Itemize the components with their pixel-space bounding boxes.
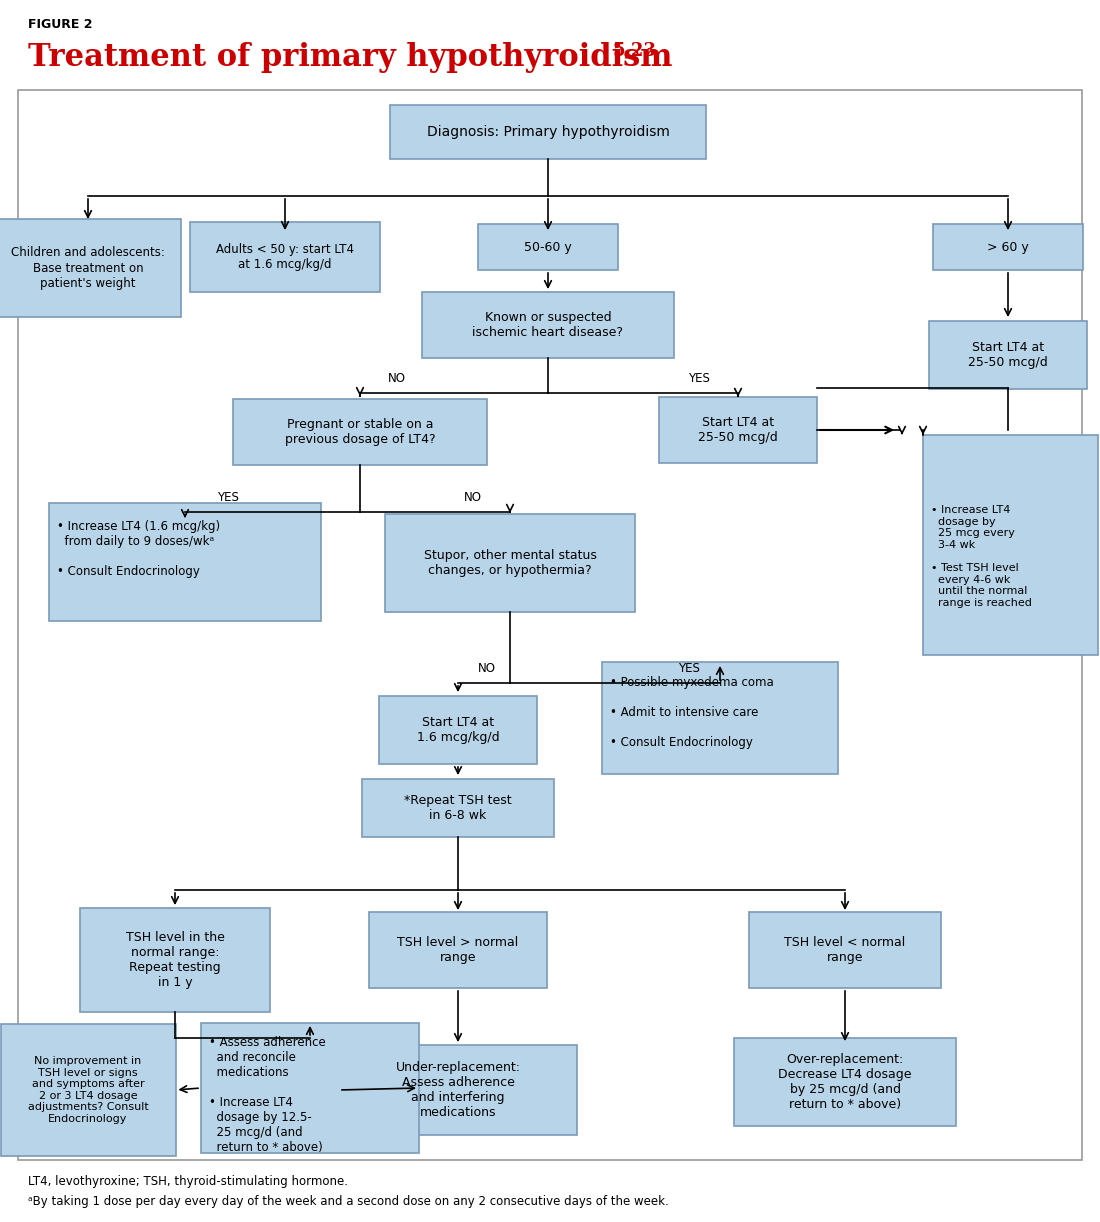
Text: Under-replacement:
Assess adherence
and interfering
medications: Under-replacement: Assess adherence and … <box>396 1061 520 1119</box>
FancyBboxPatch shape <box>80 908 270 1012</box>
FancyBboxPatch shape <box>385 514 635 612</box>
Text: NO: NO <box>478 662 496 675</box>
Text: TSH level in the
normal range:
Repeat testing
in 1 y: TSH level in the normal range: Repeat te… <box>125 931 224 989</box>
FancyBboxPatch shape <box>339 1045 578 1135</box>
Text: Diagnosis: Primary hypothyroidism: Diagnosis: Primary hypothyroidism <box>427 125 670 139</box>
Text: NO: NO <box>464 491 482 503</box>
FancyBboxPatch shape <box>749 912 940 989</box>
FancyBboxPatch shape <box>734 1037 956 1125</box>
Text: • Assess adherence
  and reconcile
  medications

• Increase LT4
  dosage by 12.: • Assess adherence and reconcile medicat… <box>209 1036 326 1154</box>
Text: YES: YES <box>678 662 700 675</box>
Text: YES: YES <box>689 371 710 385</box>
Text: TSH level < normal
range: TSH level < normal range <box>784 936 905 964</box>
Text: Start LT4 at
1.6 mcg/kg/d: Start LT4 at 1.6 mcg/kg/d <box>417 716 499 744</box>
FancyBboxPatch shape <box>368 912 547 989</box>
Text: > 60 y: > 60 y <box>987 241 1028 253</box>
Text: ᵃBy taking 1 dose per day every day of the week and a second dose on any 2 conse: ᵃBy taking 1 dose per day every day of t… <box>28 1195 669 1209</box>
FancyBboxPatch shape <box>201 1023 419 1154</box>
FancyBboxPatch shape <box>190 222 380 292</box>
Text: TSH level > normal
range: TSH level > normal range <box>397 936 518 964</box>
FancyBboxPatch shape <box>362 778 554 837</box>
Text: Start LT4 at
25-50 mcg/d: Start LT4 at 25-50 mcg/d <box>968 341 1048 369</box>
Text: *Repeat TSH test
in 6-8 wk: *Repeat TSH test in 6-8 wk <box>404 794 512 822</box>
Text: Over-replacement:
Decrease LT4 dosage
by 25 mcg/d (and
return to * above): Over-replacement: Decrease LT4 dosage by… <box>779 1053 912 1111</box>
Text: YES: YES <box>217 491 239 503</box>
Text: Pregnant or stable on a
previous dosage of LT4?: Pregnant or stable on a previous dosage … <box>285 418 436 446</box>
FancyBboxPatch shape <box>50 503 321 621</box>
Text: Children and adolescents:
Base treatment on
patient's weight: Children and adolescents: Base treatment… <box>11 247 165 290</box>
Text: Treatment of primary hypothyroidism: Treatment of primary hypothyroidism <box>28 42 672 73</box>
Text: • Increase LT4 (1.6 mcg/kg)
  from daily to 9 doses/wkᵃ

• Consult Endocrinology: • Increase LT4 (1.6 mcg/kg) from daily t… <box>57 521 220 578</box>
FancyBboxPatch shape <box>930 321 1087 389</box>
Text: FIGURE 2: FIGURE 2 <box>28 18 92 31</box>
Text: 50-60 y: 50-60 y <box>524 241 572 253</box>
Text: • Increase LT4
  dosage by
  25 mcg every
  3-4 wk

• Test TSH level
  every 4-6: • Increase LT4 dosage by 25 mcg every 3-… <box>931 505 1032 607</box>
Text: LT4, levothyroxine; TSH, thyroid-stimulating hormone.: LT4, levothyroxine; TSH, thyroid-stimula… <box>28 1176 348 1188</box>
Text: Start LT4 at
25-50 mcg/d: Start LT4 at 25-50 mcg/d <box>698 415 778 444</box>
FancyBboxPatch shape <box>923 435 1098 655</box>
Text: Stupor, other mental status
changes, or hypothermia?: Stupor, other mental status changes, or … <box>424 549 596 577</box>
FancyBboxPatch shape <box>659 397 817 463</box>
FancyBboxPatch shape <box>233 400 487 466</box>
FancyBboxPatch shape <box>933 224 1084 270</box>
FancyBboxPatch shape <box>422 292 674 358</box>
FancyBboxPatch shape <box>0 1024 176 1156</box>
Text: • Possible myxedema coma

• Admit to intensive care

• Consult Endocrinology: • Possible myxedema coma • Admit to inte… <box>610 676 773 749</box>
FancyBboxPatch shape <box>0 219 180 316</box>
Text: Known or suspected
ischemic heart disease?: Known or suspected ischemic heart diseas… <box>473 312 624 338</box>
Text: No improvement in
TSH level or signs
and symptoms after
2 or 3 LT4 dosage
adjust: No improvement in TSH level or signs and… <box>28 1056 148 1124</box>
FancyBboxPatch shape <box>602 662 838 774</box>
Text: 5,23: 5,23 <box>612 42 656 60</box>
Text: Adults < 50 y: start LT4
at 1.6 mcg/kg/d: Adults < 50 y: start LT4 at 1.6 mcg/kg/d <box>216 243 354 271</box>
FancyBboxPatch shape <box>390 105 706 159</box>
FancyBboxPatch shape <box>18 90 1082 1160</box>
FancyBboxPatch shape <box>478 224 618 270</box>
FancyBboxPatch shape <box>379 697 537 764</box>
Text: NO: NO <box>388 371 406 385</box>
